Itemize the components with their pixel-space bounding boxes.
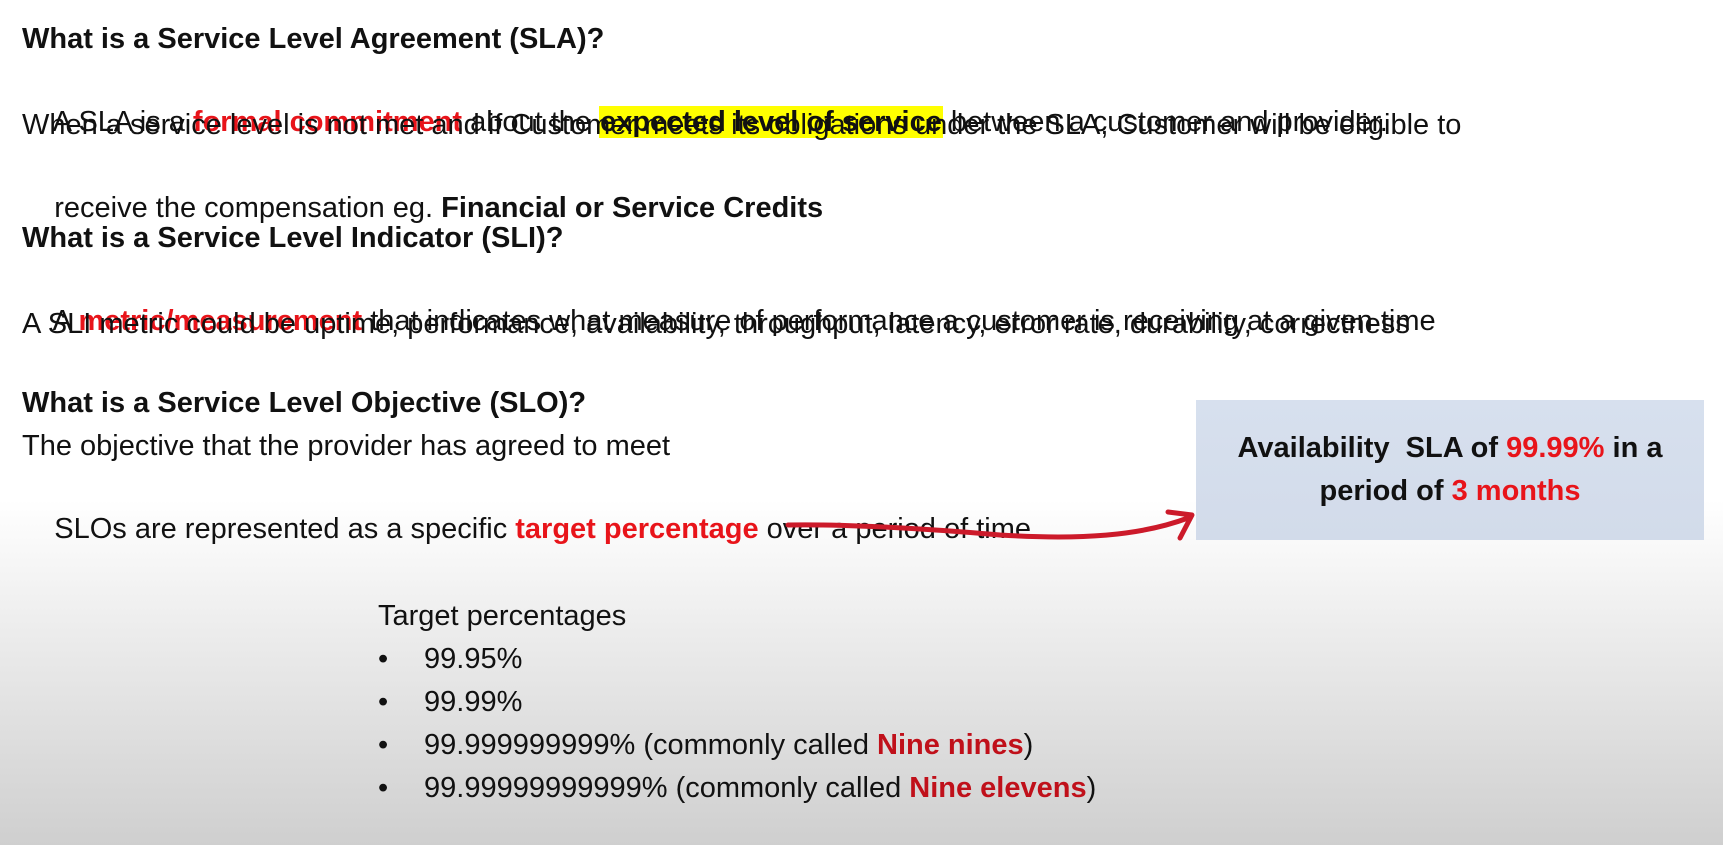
sli-metric-measurement: metric/measurement: [78, 305, 363, 337]
sli-definition-suffix: that indicates what measure of performan…: [362, 305, 1436, 337]
sla-box-line1-prefix: Availability SLA of: [1237, 432, 1507, 464]
target-note-suffix: ): [1023, 729, 1034, 761]
sla-box-line1-suffix: in a: [1604, 432, 1663, 464]
slo-objective-text: The objective that the provider has agre…: [22, 430, 671, 462]
sla-heading: What is a Service Level Agreement (SLA)?: [22, 23, 605, 55]
sla-compensation-prefix: receive the compensation eg.: [54, 192, 442, 224]
bullet: •: [378, 729, 389, 761]
sla-definition-suffix: between a customer and provider.: [942, 106, 1388, 138]
target-percentages-title: Target percentages: [378, 600, 627, 632]
list-item: • 99.95%: [378, 638, 1096, 681]
slo-target-prefix: SLOs are represented as a specific: [54, 513, 516, 545]
sli-metric-examples: A SLI metric could be uptime, performanc…: [22, 308, 1410, 340]
list-item: • 99.99%: [378, 681, 1096, 724]
bullet: •: [378, 686, 389, 718]
sla-expected-level-highlight: expected level of service: [599, 106, 943, 138]
target-note-prefix: (commonly called: [667, 772, 910, 804]
sli-heading: What is a Service Level Indicator (SLI)?: [22, 222, 564, 254]
bullet: •: [378, 772, 389, 804]
list-item: • 99.999999999% (commonly called Nine nin…: [378, 724, 1096, 767]
sla-box-period: 3 months: [1451, 475, 1581, 507]
sla-box-line1: Availability SLA of 99.99% in a: [1238, 427, 1663, 470]
sli-definition-prefix: A: [52, 305, 79, 337]
slo-target-percentage: target percentage: [515, 513, 759, 545]
sla-definition-prefix: A SLA is a: [52, 106, 193, 138]
target-note-nine-nines: Nine nines: [877, 729, 1024, 761]
sla-formal-commitment: formal commitment: [192, 106, 463, 138]
target-value: 99.95%: [424, 643, 523, 675]
target-value: 99.999999999%: [424, 729, 636, 761]
target-note-prefix: (commonly called: [635, 729, 878, 761]
sla-box-line2: period of 3 months: [1319, 470, 1580, 513]
target-value: 99.99999999999%: [424, 772, 668, 804]
sla-box-line2-prefix: period of: [1319, 475, 1452, 507]
sla-eligibility-text: When a service level is not met and if C…: [22, 109, 1462, 141]
target-value: 99.99%: [424, 686, 523, 718]
slo-heading: What is a Service Level Objective (SLO)?: [22, 387, 587, 419]
sli-definition: A metric/measurement that indicates what…: [22, 261, 1436, 381]
sla-credits: Financial or Service Credits: [441, 192, 824, 224]
bullet: •: [378, 643, 389, 675]
sla-box-percentage: 99.99%: [1506, 432, 1605, 464]
sla-definition: A SLA is a formal commitment about the e…: [22, 62, 1388, 182]
list-item: • 99.99999999999% (commonly called Nine e…: [378, 767, 1096, 810]
availability-sla-box: Availability SLA of 99.99% in a period o…: [1196, 400, 1704, 540]
target-note-suffix: ): [1086, 772, 1097, 804]
sla-compensation-text: receive the compensation eg. Financial o…: [22, 148, 823, 268]
target-note-nine-elevens: Nine elevens: [909, 772, 1087, 804]
hand-drawn-arrow-icon: [785, 509, 1195, 541]
target-percentages: Target percentages • 99.95% • 99.99% • 99.9…: [378, 595, 1096, 810]
slo-target-text: SLOs are represented as a specific targe…: [22, 469, 1039, 589]
target-percentages-list: • 99.95% • 99.99% • 99.999999999% (commonly…: [378, 638, 1096, 810]
sla-definition-middle: about the: [462, 106, 600, 138]
